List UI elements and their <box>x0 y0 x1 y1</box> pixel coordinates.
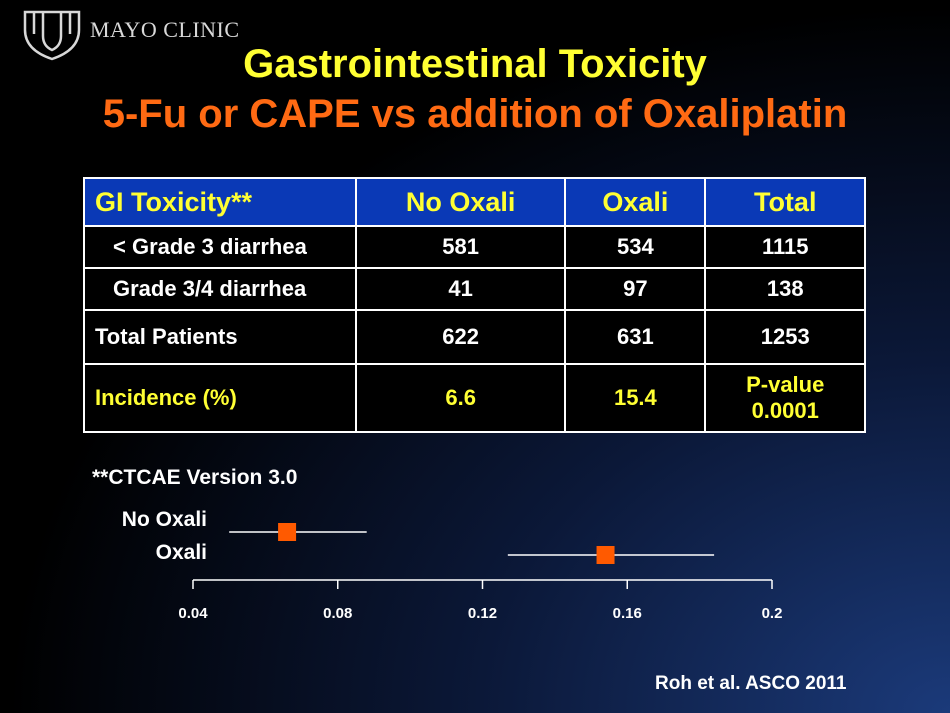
footnote: **CTCAE Version 3.0 <box>92 466 298 489</box>
shield-icon <box>23 10 81 61</box>
x-tick-label: 0.12 <box>468 605 497 622</box>
cell-oxali: 534 <box>564 225 707 269</box>
cell-oxali: 631 <box>564 309 707 365</box>
toxicity-table: GI Toxicity** No Oxali Oxali Total < Gra… <box>83 177 866 433</box>
pvalue-label: P-value <box>746 372 825 397</box>
category-label: No Oxali <box>122 508 207 531</box>
cell-oxali: 15.4 <box>564 363 707 433</box>
point-marker <box>596 546 615 564</box>
cell-no-oxali: 581 <box>354 225 567 269</box>
cell-no-oxali: 6.6 <box>354 363 567 433</box>
cell-total: 138 <box>704 267 866 311</box>
cell-no-oxali: 41 <box>354 267 567 311</box>
row-label: Incidence (%) <box>83 363 357 433</box>
header-total: Total <box>704 177 866 227</box>
pvalue-value: 0.0001 <box>751 398 819 423</box>
cell-total: 1253 <box>704 309 866 365</box>
row-label: Grade 3/4 diarrhea <box>83 267 357 311</box>
cell-oxali: 97 <box>564 267 707 311</box>
table-row: < Grade 3 diarrhea 581 534 1115 <box>83 225 866 269</box>
row-label: < Grade 3 diarrhea <box>83 225 357 269</box>
table-row: Incidence (%) 6.6 15.4 P-value 0.0001 <box>83 363 866 433</box>
table-header-row: GI Toxicity** No Oxali Oxali Total <box>83 177 866 227</box>
row-label: Total Patients <box>83 309 357 365</box>
header-oxali: Oxali <box>564 177 707 227</box>
x-tick-label: 0.16 <box>613 605 642 622</box>
slide-title: Gastrointestinal Toxicity <box>243 42 707 86</box>
mayo-logo: MAYO CLINIC <box>22 6 240 62</box>
x-tick-label: 0.04 <box>178 605 208 622</box>
cell-total: 1115 <box>704 225 866 269</box>
cell-pvalue: P-value 0.0001 <box>704 363 866 433</box>
x-tick-label: 0.08 <box>323 605 352 622</box>
cell-no-oxali: 622 <box>354 309 567 365</box>
header-gi-toxicity: GI Toxicity** <box>83 177 357 227</box>
table-row: Total Patients 622 631 1253 <box>83 309 866 365</box>
x-tick-label: 0.2 <box>762 605 783 622</box>
logo-text: MAYO CLINIC <box>90 17 240 42</box>
category-label: Oxali <box>156 541 207 564</box>
point-marker <box>278 523 297 541</box>
table-row: Grade 3/4 diarrhea 41 97 138 <box>83 267 866 311</box>
citation: Roh et al. ASCO 2011 <box>655 673 847 694</box>
header-no-oxali: No Oxali <box>354 177 567 227</box>
slide-subtitle: 5-Fu or CAPE vs addition of Oxaliplatin <box>102 92 848 136</box>
